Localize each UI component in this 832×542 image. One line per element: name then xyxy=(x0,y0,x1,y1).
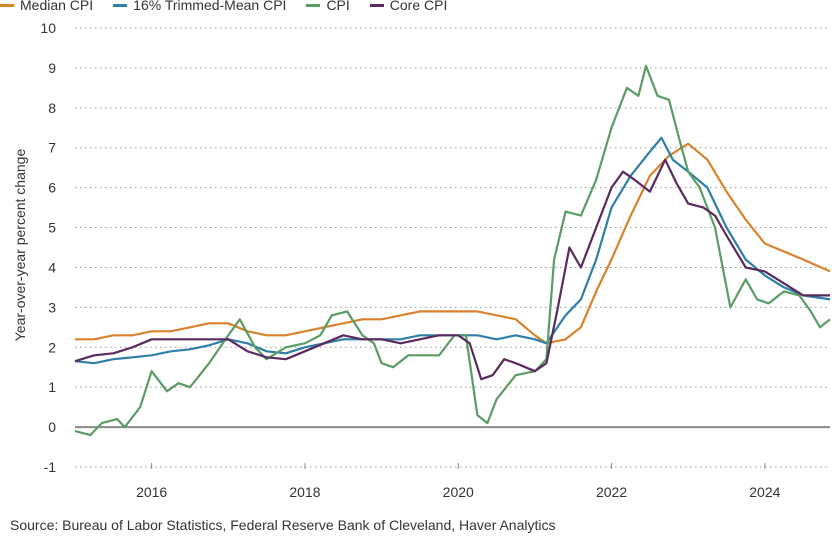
y-tick-label: 4 xyxy=(48,259,56,275)
legend-item: 16% Trimmed-Mean CPI xyxy=(113,0,286,13)
y-tick-label: 9 xyxy=(48,60,56,76)
y-tick-label: -1 xyxy=(44,459,57,475)
legend-item: Median CPI xyxy=(0,0,93,13)
y-tick-label: 8 xyxy=(48,100,56,116)
legend-label: Median CPI xyxy=(20,0,94,13)
y-tick-label: 2 xyxy=(48,339,56,355)
legend-item: Core CPI xyxy=(369,0,448,13)
y-tick-label: 0 xyxy=(48,419,56,435)
legend-label: Core CPI xyxy=(389,0,448,13)
y-tick-label: 1 xyxy=(48,379,56,395)
legend-label: CPI xyxy=(326,0,350,13)
legend-swatch xyxy=(113,3,128,7)
legend-swatch xyxy=(369,3,384,7)
source-note: Source: Bureau of Labor Statistics, Fede… xyxy=(10,517,556,533)
x-tick-label: 2016 xyxy=(136,484,167,500)
x-tick-label: 2020 xyxy=(443,484,474,500)
y-tick-label: 5 xyxy=(48,220,56,236)
x-tick-label: 2022 xyxy=(596,484,627,500)
y-axis-ticks: -1 0 1 2 3 4 5 6 7 8 9 10 xyxy=(40,20,56,475)
x-axis-ticks: 2016 2018 2020 2022 2024 xyxy=(136,463,781,500)
series-line-cpi xyxy=(74,64,831,437)
legend: Median CPI 16% Trimmed-Mean CPI CPI Core CP… xyxy=(0,0,447,13)
gridlines xyxy=(75,27,830,468)
legend-label: 16% Trimmed-Mean CPI xyxy=(133,0,287,13)
x-tick-label: 2018 xyxy=(289,484,320,500)
x-tick-label: 2024 xyxy=(749,484,780,500)
legend-item: CPI xyxy=(306,0,350,13)
y-tick-label: 3 xyxy=(48,299,56,315)
series-line-core-cpi xyxy=(74,158,830,381)
y-tick-label: 6 xyxy=(48,180,56,196)
series-line-median-cpi xyxy=(75,142,831,345)
legend-swatch xyxy=(306,3,321,7)
y-axis-title: Year-over-year percent change xyxy=(12,149,28,342)
y-tick-label: 10 xyxy=(40,20,56,36)
series-line-16-trimmed-mean-cpi xyxy=(74,136,831,365)
y-tick-label: 7 xyxy=(48,140,56,156)
series-lines xyxy=(74,64,831,437)
legend-swatch xyxy=(0,3,14,7)
